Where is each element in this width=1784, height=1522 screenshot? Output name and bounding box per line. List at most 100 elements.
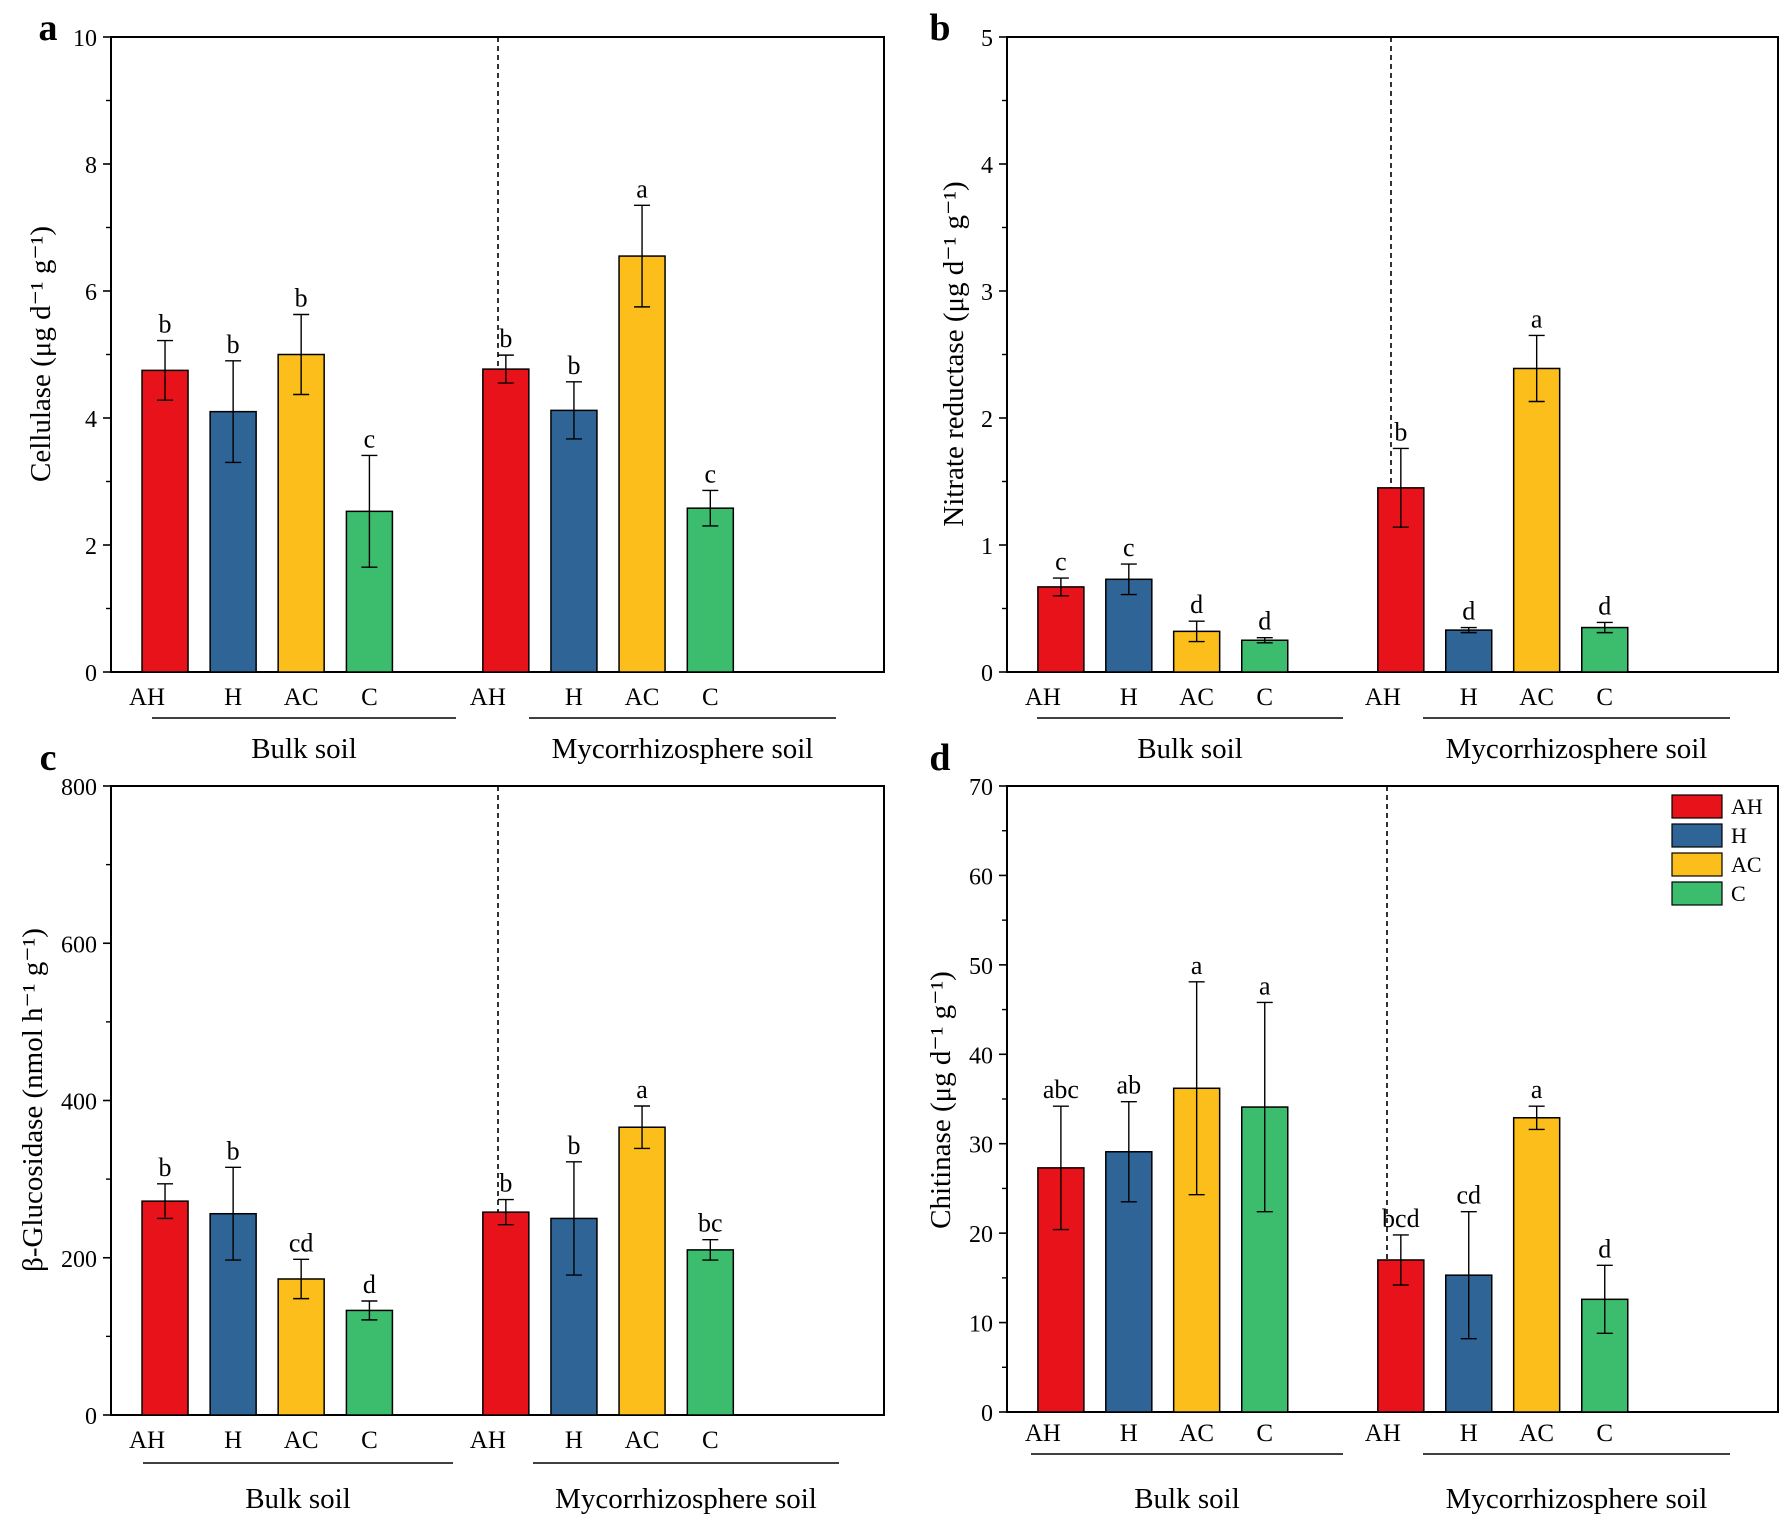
x-tick-label: AC [284, 1427, 319, 1454]
y-tick-label: 4 [85, 407, 97, 433]
x-tick-label: C [702, 1427, 719, 1454]
x-tick-label: C [361, 1427, 378, 1454]
x-tick-label: AC [625, 1427, 660, 1454]
significance-letter: a [1259, 971, 1271, 1000]
y-axis-label: β-Glucosidase (nmol h⁻¹ g⁻¹) [17, 928, 49, 1272]
y-tick-label: 600 [61, 932, 97, 958]
y-tick-label: 10 [73, 26, 97, 52]
x-tick-label: AC [1179, 1420, 1214, 1447]
significance-letter: b [295, 283, 308, 312]
legend-label-AC: AC [1731, 852, 1762, 877]
y-tick-label: 50 [969, 954, 993, 980]
bar-C [686, 1249, 735, 1416]
bar-C [686, 507, 735, 673]
y-tick-label: 400 [61, 1090, 97, 1116]
bar-AH [1037, 586, 1085, 673]
y-tick-label: 2 [85, 534, 97, 560]
y-tick-label: 5 [981, 26, 993, 52]
x-tick-label: AH [1025, 684, 1061, 711]
x-tick-label: AC [1519, 684, 1554, 711]
y-tick-label: 30 [969, 1133, 993, 1159]
significance-letter: b [227, 330, 240, 359]
significance-letter: d [1190, 590, 1203, 619]
panel-label-c: c [40, 737, 57, 779]
x-tick-label: C [1256, 1420, 1273, 1447]
x-tick-label: H [1120, 1420, 1138, 1447]
significance-letter: d [1598, 591, 1611, 620]
y-tick-label: 60 [969, 864, 993, 890]
significance-letter: c [364, 424, 376, 453]
significance-letter: c [1123, 533, 1135, 562]
significance-letter: b [499, 1169, 512, 1198]
y-tick-label: 70 [969, 775, 993, 801]
bar-C [1581, 626, 1629, 673]
significance-letter: c [705, 459, 717, 488]
x-tick-label: AH [129, 1427, 165, 1454]
legend-label-C: C [1731, 881, 1746, 906]
significance-letter: cd [1456, 1181, 1481, 1210]
legend-label-H: H [1731, 823, 1747, 848]
group-label: Bulk soil [1134, 1483, 1240, 1515]
x-tick-label: H [1460, 684, 1478, 711]
group-label: Mycorrhizosphere soil [552, 733, 814, 765]
bar-AH [482, 368, 530, 673]
significance-letter: c [1055, 547, 1067, 576]
bar-AC [1512, 367, 1561, 673]
significance-letter: a [1191, 951, 1203, 980]
y-tick-label: 800 [61, 775, 97, 801]
bar-AH [141, 1200, 189, 1416]
panel-a: a 0 2 4 6 8 10 Cellulase (μg d⁻¹ g⁻¹) b AH b Hb AC c C… [25, 7, 885, 765]
x-tick-label: AH [129, 684, 165, 711]
significance-letter: abc [1043, 1075, 1079, 1104]
y-axis-label: Nitrate reductase (μg d⁻¹ g⁻¹) [938, 181, 970, 526]
significance-letter: bc [698, 1209, 723, 1238]
bar-AC [277, 353, 325, 673]
x-tick-label: H [1120, 684, 1138, 711]
bar-AC [618, 255, 666, 673]
significance-letter: b [567, 351, 580, 380]
panel-c: c 0 200 400 600 800 β-Glucosidase (nmol h⁻¹ g⁻… [17, 737, 885, 1515]
significance-letter: d [363, 1270, 376, 1299]
y-tick-label: 0 [85, 1404, 97, 1430]
group-label: Bulk soil [1137, 733, 1243, 765]
legend-swatch-AC [1671, 852, 1723, 877]
x-tick-label: C [1596, 1420, 1613, 1447]
panel-label-b: b [929, 7, 950, 49]
x-tick-label: H [224, 684, 242, 711]
y-tick-label: 0 [981, 1401, 993, 1427]
x-tick-label: AC [1519, 1420, 1554, 1447]
significance-letter: d [1462, 597, 1475, 626]
x-tick-label: AH [470, 1427, 506, 1454]
y-axis-label: Chitinase (μg d⁻¹ g⁻¹) [925, 971, 957, 1229]
x-tick-label: AC [284, 684, 319, 711]
significance-letter: b [567, 1131, 580, 1160]
significance-letter: a [636, 174, 648, 203]
group-label: Mycorrhizosphere soil [1446, 733, 1708, 765]
bar-H [1445, 629, 1493, 673]
panel-label-d: d [929, 737, 950, 779]
bar-AC [618, 1126, 666, 1416]
y-axis-label: Cellulase (μg d⁻¹ g⁻¹) [25, 226, 57, 482]
significance-letter: ab [1117, 1071, 1142, 1100]
x-tick-label: H [565, 684, 583, 711]
y-tick-label: 20 [969, 1222, 993, 1248]
significance-letter: d [1598, 1234, 1611, 1263]
panel-b: b 0 1 2 3 4 5 Nitrate reductase (μg d⁻¹ g⁻¹) c AH… [929, 7, 1779, 765]
significance-letter: b [159, 1153, 172, 1182]
panel-label-a: a [39, 7, 58, 49]
y-tick-label: 2 [981, 407, 993, 433]
legend-swatch-C [1671, 881, 1723, 906]
y-tick-label: 4 [981, 153, 993, 179]
y-tick-label: 40 [969, 1043, 993, 1069]
legend-label-AH: AH [1731, 794, 1763, 819]
y-tick-label: 200 [61, 1247, 97, 1273]
bar-AC [1512, 1117, 1561, 1413]
x-tick-label: C [1596, 684, 1613, 711]
significance-letter: bcd [1382, 1204, 1420, 1233]
x-tick-label: AH [470, 684, 506, 711]
legend-swatch-H [1671, 823, 1723, 848]
significance-letter: cd [289, 1228, 314, 1257]
bar-AH [141, 369, 189, 673]
